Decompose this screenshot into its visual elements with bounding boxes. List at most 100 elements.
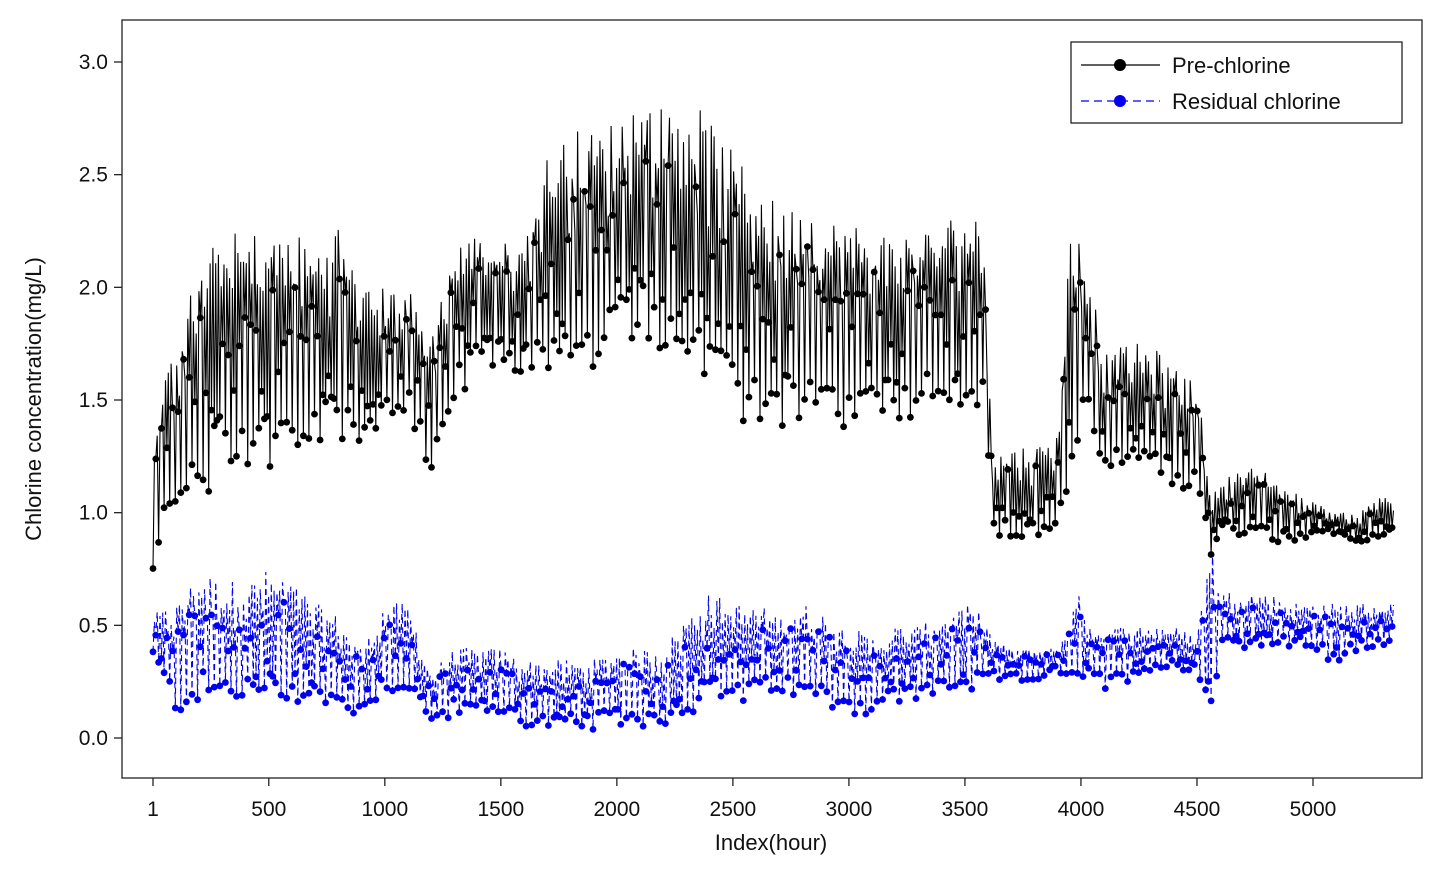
data-point (322, 398, 329, 406)
data-point (778, 422, 786, 429)
data-point (283, 694, 291, 702)
data-point (531, 239, 538, 247)
data-point (1054, 459, 1062, 466)
data-point (1277, 609, 1285, 617)
data-point (558, 703, 566, 711)
data-point (907, 683, 914, 691)
data-point (959, 333, 967, 340)
data-point (1330, 530, 1338, 538)
data-point (188, 690, 196, 698)
data-point (823, 384, 831, 392)
data-point (614, 706, 622, 713)
data-point (458, 686, 466, 694)
data-point (1372, 624, 1379, 632)
data-point (895, 414, 903, 422)
data-point (533, 717, 541, 724)
data-point (887, 340, 895, 348)
data-point (377, 676, 385, 683)
data-point (592, 677, 600, 685)
data-point (678, 337, 686, 345)
data-point (848, 675, 856, 682)
data-point (1274, 639, 1282, 646)
data-point (578, 341, 586, 348)
x-axis: 1 500 1000 1500 2000 2500 3000 3500 4000 4500 5000 (147, 778, 1336, 821)
data-point (1149, 428, 1157, 436)
data-point (681, 296, 689, 303)
legend-box (1070, 41, 1403, 124)
data-point (255, 686, 263, 693)
data-point (1107, 462, 1115, 470)
data-point (979, 670, 987, 678)
data-point (316, 688, 324, 695)
data-point (926, 671, 934, 679)
data-point (558, 320, 566, 328)
data-point (277, 691, 285, 699)
data-point (1046, 525, 1053, 532)
data-point (831, 296, 839, 304)
data-point (843, 289, 850, 297)
data-point (784, 373, 792, 380)
data-point (678, 709, 686, 717)
data-point (753, 282, 761, 290)
data-point (425, 402, 433, 409)
data-point (971, 327, 978, 335)
data-point (937, 660, 945, 668)
data-point (784, 674, 792, 681)
data-point (1121, 637, 1129, 644)
data-point (453, 681, 460, 689)
data-point (330, 649, 338, 657)
data-point (1140, 665, 1148, 673)
data-point (1324, 656, 1332, 663)
data-point (926, 296, 934, 304)
data-point (570, 195, 577, 203)
data-point (634, 321, 641, 328)
data-point (1199, 454, 1207, 462)
data-point (737, 658, 744, 666)
data-point (1135, 669, 1143, 676)
data-point (792, 265, 800, 273)
data-point (581, 188, 588, 195)
data-point (1113, 446, 1120, 454)
data-point (1202, 514, 1209, 522)
data-point (478, 348, 485, 355)
data-point (820, 657, 828, 665)
data-point (798, 280, 806, 288)
data-point (614, 276, 622, 284)
data-point (1062, 488, 1070, 495)
data-point (1166, 650, 1173, 657)
data-point (152, 455, 160, 463)
data-point (436, 344, 444, 352)
data-point (1051, 519, 1059, 527)
data-point (664, 162, 672, 170)
data-point (1082, 659, 1090, 667)
data-point (1043, 493, 1051, 501)
data-point (191, 612, 199, 620)
data-point (987, 452, 995, 460)
data-point (330, 395, 338, 402)
data-point (244, 675, 252, 683)
data-point (494, 708, 502, 716)
data-point (650, 303, 658, 311)
y-tick-label: 2.5 (79, 164, 108, 187)
data-point (274, 611, 282, 619)
data-point (216, 682, 224, 690)
data-point (812, 399, 820, 406)
data-point (829, 703, 836, 711)
data-point (1096, 670, 1104, 678)
data-point (160, 504, 168, 512)
data-point (291, 284, 299, 291)
data-point (422, 456, 430, 463)
data-point (391, 652, 399, 660)
data-point (394, 684, 402, 692)
data-point (305, 435, 313, 442)
data-point (302, 663, 310, 670)
data-point (1341, 531, 1349, 538)
data-point (628, 710, 636, 718)
data-point (1385, 637, 1393, 644)
data-point (216, 413, 224, 421)
data-point (311, 410, 318, 418)
data-point (1257, 642, 1265, 649)
data-point (283, 418, 291, 426)
data-point (492, 690, 499, 698)
data-point (202, 389, 210, 397)
